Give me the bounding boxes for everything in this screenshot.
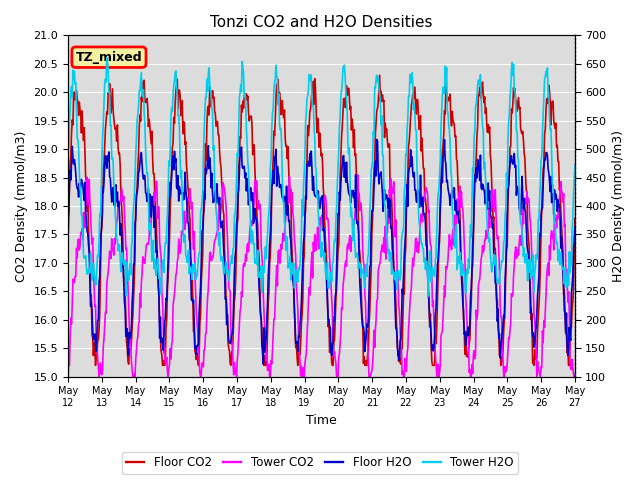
Legend: Floor CO2, Tower CO2, Floor H2O, Tower H2O: Floor CO2, Tower CO2, Floor H2O, Tower H… [122, 452, 518, 474]
Title: Tonzi CO2 and H2O Densities: Tonzi CO2 and H2O Densities [210, 15, 433, 30]
X-axis label: Time: Time [306, 414, 337, 427]
Y-axis label: CO2 Density (mmol/m3): CO2 Density (mmol/m3) [15, 131, 28, 282]
Text: TZ_mixed: TZ_mixed [76, 51, 142, 64]
Y-axis label: H2O Density (mmol/m3): H2O Density (mmol/m3) [612, 130, 625, 282]
